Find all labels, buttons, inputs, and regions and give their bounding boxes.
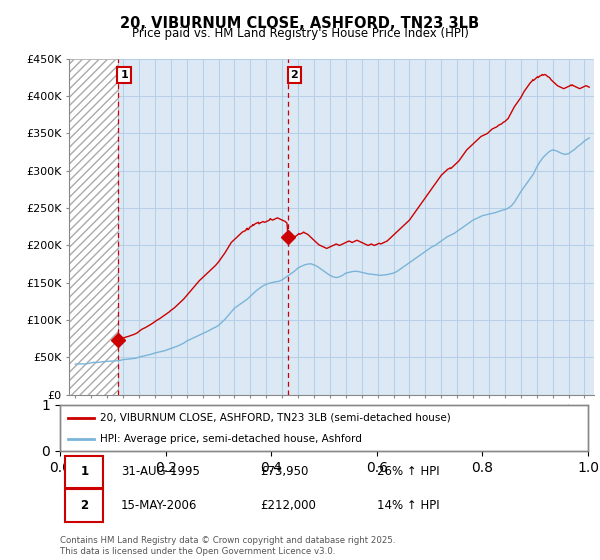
Text: 1: 1 bbox=[80, 465, 88, 478]
Text: HPI: Average price, semi-detached house, Ashford: HPI: Average price, semi-detached house,… bbox=[100, 435, 361, 444]
Text: Price paid vs. HM Land Registry's House Price Index (HPI): Price paid vs. HM Land Registry's House … bbox=[131, 27, 469, 40]
Text: 31-AUG-1995: 31-AUG-1995 bbox=[121, 465, 200, 478]
Text: 15-MAY-2006: 15-MAY-2006 bbox=[121, 499, 197, 512]
Text: £212,000: £212,000 bbox=[260, 499, 317, 512]
Text: 2: 2 bbox=[80, 499, 88, 512]
Text: 20, VIBURNUM CLOSE, ASHFORD, TN23 3LB (semi-detached house): 20, VIBURNUM CLOSE, ASHFORD, TN23 3LB (s… bbox=[100, 413, 451, 423]
Text: 26% ↑ HPI: 26% ↑ HPI bbox=[377, 465, 439, 478]
Text: Contains HM Land Registry data © Crown copyright and database right 2025.
This d: Contains HM Land Registry data © Crown c… bbox=[60, 536, 395, 556]
Text: 1: 1 bbox=[120, 70, 128, 80]
Text: 2: 2 bbox=[290, 70, 298, 80]
Text: 20, VIBURNUM CLOSE, ASHFORD, TN23 3LB: 20, VIBURNUM CLOSE, ASHFORD, TN23 3LB bbox=[121, 16, 479, 31]
Text: 14% ↑ HPI: 14% ↑ HPI bbox=[377, 499, 439, 512]
Text: £73,950: £73,950 bbox=[260, 465, 309, 478]
Bar bbox=[69, 59, 118, 395]
FancyBboxPatch shape bbox=[65, 489, 103, 521]
FancyBboxPatch shape bbox=[65, 456, 103, 488]
